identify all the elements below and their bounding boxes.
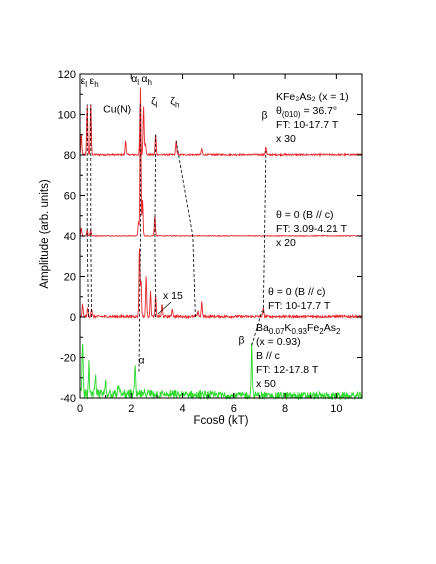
series-annotation-4: x 50 [256, 378, 276, 390]
x-tick-label: 10 [330, 403, 342, 415]
axes-layer: -40 -20 0 20 40 60 80 100 120 0 2 4 6 8 10 [58, 69, 363, 415]
series-trace-4 [79, 342, 363, 401]
series-annotation-4: FT: 12-17.8 T [256, 364, 319, 376]
peak-label-10: β [238, 334, 244, 346]
series-annotation-3: FT: 10-17.7 T [268, 300, 331, 312]
series-annotation-4: (x = 0.93) [256, 336, 301, 348]
series-trace-1 [79, 104, 363, 158]
y-axis-label: Amplitude (arb. units) [39, 179, 51, 288]
peak-label-9: α [138, 355, 144, 367]
series-annotation-1: KFe₂As₂ (x = 1) [276, 91, 349, 103]
series-annotation-4: Ba0.07K0.93Fe2As2 [256, 322, 341, 336]
guide-line-4 [90, 235, 92, 318]
series-annotation-3: θ = 0 (B // c) [268, 286, 325, 298]
peak-label-8: β [262, 110, 268, 122]
y-tick-label: 0 [70, 312, 76, 324]
y-tick-label: 60 [64, 191, 76, 203]
series-annotation-1: θ(010) = 36.7° [276, 105, 337, 119]
y-tick-label: 40 [64, 231, 76, 243]
x-axis-label: Fcosθ (kT) [194, 415, 249, 427]
traces-layer [79, 87, 363, 401]
x-tick-label: 4 [179, 403, 185, 415]
series-trace-3 [79, 248, 363, 320]
scale-label-leader [157, 301, 172, 315]
guide-lines-layer [86, 104, 267, 372]
series-trace-2 [79, 87, 363, 238]
series-annotation-2: FT: 3.09-4.21 T [276, 223, 348, 235]
series-annotation-1: FT: 10-17.7 T [276, 119, 339, 131]
y-tick-label: 20 [64, 272, 76, 284]
peak-label-5: Cu(N) [103, 103, 131, 115]
x-tick-label: 2 [128, 403, 134, 415]
guide-line-7 [175, 140, 196, 318]
series-annotation-2: θ = 0 (B // c) [276, 209, 333, 221]
y-tick-label: -40 [60, 393, 76, 405]
peak-label-4: αh [141, 73, 152, 87]
series-scale-label: x 15 [163, 290, 183, 302]
series-annotation-4: B // c [256, 350, 280, 362]
y-tick-label: -20 [60, 353, 76, 365]
x-tick-label: 0 [77, 403, 83, 415]
series-annotation-2: x 20 [276, 237, 296, 249]
x-tick-label: 6 [231, 403, 237, 415]
peak-label-7: ζh [170, 95, 179, 109]
y-tick-label: 80 [64, 150, 76, 162]
guide-line-9 [251, 310, 263, 346]
series-annotation-1: x 30 [276, 133, 296, 145]
peak-label-2: εh [90, 75, 99, 89]
peak-label-3: αl [131, 73, 139, 87]
guide-line-3 [86, 235, 89, 318]
guide-line-8 [262, 150, 267, 313]
y-tick-label: 120 [58, 69, 76, 81]
annotations-layer: εl εh αl αh Cu(N) ζl ζh β α β KFe₂As₂ (x = 1) θ(010… [81, 73, 349, 390]
x-tick-label: 8 [282, 403, 288, 415]
peak-label-6: ζl [151, 95, 158, 109]
guide-line-6 [154, 134, 156, 318]
guide-line-5 [138, 104, 141, 372]
peak-label-1: εl [81, 75, 88, 89]
y-tick-label: 100 [58, 110, 76, 122]
